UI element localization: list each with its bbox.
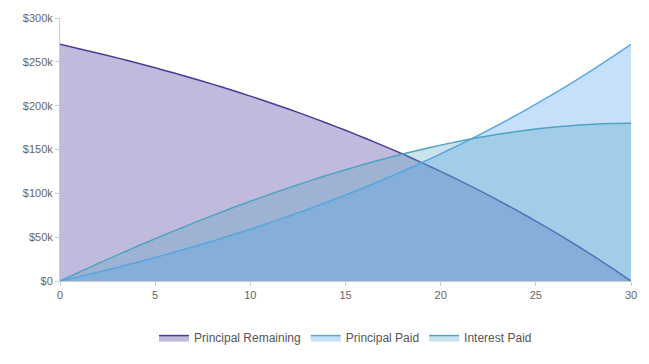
- svg-text:10: 10: [244, 289, 256, 301]
- svg-text:Principal Remaining: Principal Remaining: [194, 331, 301, 345]
- svg-text:30: 30: [625, 289, 637, 301]
- svg-text:25: 25: [530, 289, 542, 301]
- svg-text:$50k: $50k: [29, 231, 53, 243]
- svg-text:0: 0: [57, 289, 63, 301]
- svg-text:Principal Paid: Principal Paid: [346, 331, 419, 345]
- svg-text:Interest Paid: Interest Paid: [464, 331, 531, 345]
- svg-text:$300k: $300k: [23, 12, 53, 24]
- svg-text:$100k: $100k: [23, 187, 53, 199]
- svg-text:$150k: $150k: [23, 143, 53, 155]
- svg-text:20: 20: [435, 289, 447, 301]
- svg-text:5: 5: [152, 289, 158, 301]
- svg-text:$200k: $200k: [23, 100, 53, 112]
- svg-text:15: 15: [339, 289, 351, 301]
- svg-text:$250k: $250k: [23, 56, 53, 68]
- svg-text:$0: $0: [41, 275, 53, 287]
